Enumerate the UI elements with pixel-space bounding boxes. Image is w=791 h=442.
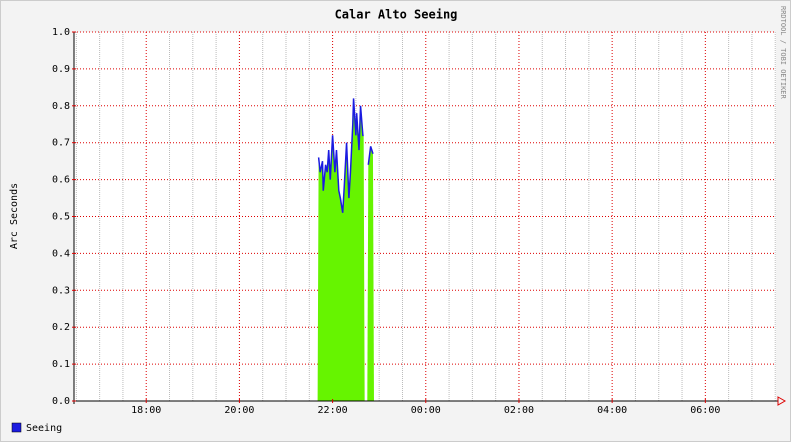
x-tick-label: 22:00: [318, 405, 348, 416]
line: [317, 98, 364, 213]
legend-swatch: [11, 422, 22, 433]
y-tick-label: 0.3: [52, 285, 70, 296]
x-tick-label: 18:00: [131, 405, 161, 416]
marks: [317, 98, 374, 402]
y-tick-label: 0.2: [52, 322, 70, 333]
area: [367, 146, 374, 401]
legend-label: Seeing: [26, 423, 62, 434]
x-tick-label: 02:00: [504, 405, 534, 416]
y-tick-label: 0.1: [52, 359, 70, 370]
grid: [74, 31, 776, 402]
y-tick-label: 0.9: [52, 64, 70, 75]
chart-title: Calar Alto Seeing: [335, 8, 458, 22]
x-tick-label: 04:00: [597, 405, 627, 416]
legend: Seeing: [11, 422, 62, 434]
x-tick-label: 06:00: [690, 405, 720, 416]
y-tick-label: 1.0: [52, 27, 70, 38]
y-tick-label: 0.7: [52, 138, 70, 149]
y-tick-label: 0.6: [52, 175, 70, 186]
y-tick-label: 0.0: [52, 396, 70, 407]
y-tick-label: 0.8: [52, 101, 70, 112]
axes: 0.0 0.1 0.2 0.3 0.4 0.5 0.6 0.7 0.8 0.9 1.0 18:00 20…: [52, 27, 787, 416]
y-axis-label: Arc Seconds: [9, 183, 20, 249]
y-tick-label: 0.4: [52, 248, 70, 259]
x-axis-arrow: [777, 396, 787, 406]
x-tick-label: 20:00: [224, 405, 254, 416]
line: [367, 146, 374, 165]
side-text: RRDTOOL / TOBI OETIKER: [779, 6, 787, 100]
x-tick-label: 00:00: [411, 405, 441, 416]
y-tick-label: 0.5: [52, 212, 70, 223]
